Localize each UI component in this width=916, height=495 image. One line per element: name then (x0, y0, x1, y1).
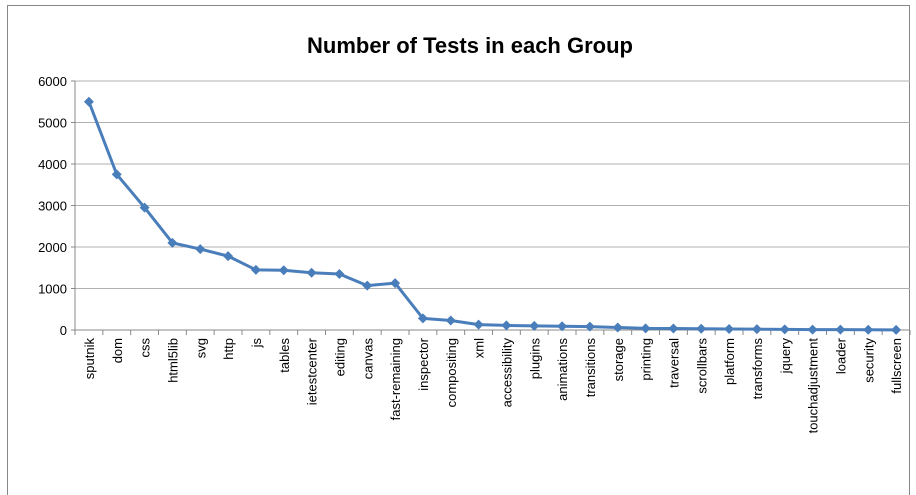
marker (445, 315, 456, 326)
marker (724, 323, 735, 334)
y-tick-label: 1000 (38, 282, 67, 297)
marker (306, 267, 317, 278)
marker (751, 324, 762, 335)
x-tick-label: traversal (666, 338, 681, 388)
x-tick-label: canvas (360, 338, 375, 380)
x-tick-label: scrollbars (694, 338, 709, 394)
marker (612, 322, 623, 333)
x-tick-label: svg (193, 338, 208, 358)
marker (891, 324, 902, 335)
marker (390, 278, 401, 289)
marker (473, 319, 484, 330)
x-tick-label: jquery (778, 338, 793, 375)
x-tick-label: platform (722, 338, 737, 385)
x-tick-label: security (861, 338, 876, 383)
x-tick-label: touchadjustment (806, 338, 821, 434)
x-tick-label: js (249, 338, 264, 349)
marker (195, 244, 206, 255)
x-tick-label: http (221, 338, 236, 360)
chart-border (7, 5, 910, 495)
x-tick-label: plugins (527, 338, 542, 380)
marker (584, 321, 595, 332)
x-tick-label: inspector (416, 337, 431, 390)
marker (362, 280, 373, 291)
x-tick-label: fullscreen (889, 338, 904, 394)
marker (167, 237, 178, 248)
marker (863, 324, 874, 335)
marker (557, 321, 568, 332)
marker (529, 320, 540, 331)
y-tick-label: 2000 (38, 240, 67, 255)
chart-title: Number of Tests in each Group (307, 33, 633, 58)
x-tick-label: loader (833, 337, 848, 374)
marker (139, 202, 150, 213)
x-tick-label: transforms (750, 338, 765, 400)
marker (668, 323, 679, 334)
marker (779, 324, 790, 335)
x-tick-label: fast-remaining (388, 338, 403, 420)
x-tick-label: html5lib (165, 338, 180, 383)
y-tick-label: 0 (60, 323, 67, 338)
y-tick-label: 3000 (38, 199, 67, 214)
x-tick-label: transitions (583, 338, 598, 398)
marker (250, 264, 261, 275)
x-tick-label: printing (639, 338, 654, 381)
x-tick-label: css (138, 338, 153, 358)
y-tick-label: 5000 (38, 116, 67, 131)
x-tick-label: animations (555, 338, 570, 401)
x-tick-label: ietestcenter (305, 337, 320, 405)
marker (696, 323, 707, 334)
x-tick-label: storage (611, 338, 626, 381)
marker (223, 251, 234, 262)
x-tick-label: sputnik (82, 338, 97, 380)
x-tick-label: accessibility (499, 338, 514, 408)
x-tick-label: dom (110, 338, 125, 363)
x-tick-label: xml (472, 338, 487, 358)
marker (835, 324, 846, 335)
marker (640, 323, 651, 334)
x-tick-label: compositing (444, 338, 459, 407)
marker (417, 313, 428, 324)
x-tick-label: tables (277, 338, 292, 373)
marker (334, 268, 345, 279)
marker (807, 324, 818, 335)
marker (501, 320, 512, 331)
marker (83, 96, 94, 107)
marker (111, 169, 122, 180)
x-tick-label: editing (332, 338, 347, 376)
y-tick-label: 4000 (38, 157, 67, 172)
marker (278, 265, 289, 276)
y-tick-label: 6000 (38, 74, 67, 89)
